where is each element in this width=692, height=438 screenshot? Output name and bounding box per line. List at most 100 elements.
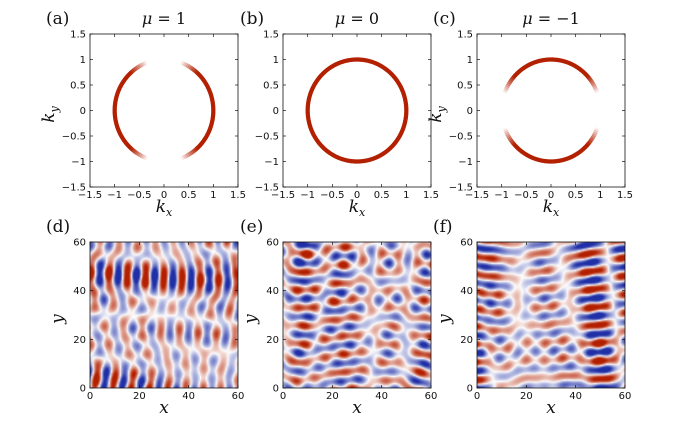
ring-segment [517,147,523,153]
ring-segment [562,157,566,163]
y-tick-label: 60 [73,238,86,249]
y-tick-label: −1 [264,157,279,168]
ring-segment [332,62,337,68]
ring-segment [197,73,203,78]
y-tick-label: 60 [460,238,473,249]
ring-segment [571,153,576,159]
x-tick-label: 0 [548,190,554,201]
ring-segment [391,74,397,80]
panel-e: (e) 0 20 40 60 0 20 40 60 x y [240,217,437,418]
ring-segment [394,79,400,84]
ring-segment [379,152,384,158]
ring-segment [130,147,136,153]
ring-segment [192,68,198,74]
y-tick-label: 40 [460,286,473,297]
ring-segment [512,143,518,148]
ring-segment [571,62,576,68]
y-tick-label: −1.5 [255,183,279,194]
ring-segment [330,63,335,69]
panel-a: (a) μ = 1 −1.5 −1 −0.5 0 0.5 1 1.5 −1.5 −1 −0.5 0 0.5… [39,9,246,219]
ring-segment [531,155,536,161]
panel-label: (c) [433,9,456,29]
ring-segment [114,122,119,126]
x-tick-label: −0.5 [514,190,538,201]
ring-segment [186,152,191,158]
x-tick-label: 0.5 [568,190,584,201]
ring-segment [580,147,585,153]
x-tick-label: 20 [133,391,146,402]
ring-segment [504,85,510,90]
ring-segment [387,69,392,75]
ring-segment [374,61,378,66]
ring-segment [182,61,187,67]
ring-segment [378,63,383,69]
axes-frame [89,241,239,389]
x-tick-label: 1.5 [423,190,439,201]
ring-segment [587,140,592,145]
ring-segment [199,76,205,81]
ring-segment [204,83,210,88]
y-axis-label: y [435,314,455,325]
ring-segment [397,83,403,88]
ring-segment [207,126,213,131]
ring-segment [120,136,126,141]
ring-segment [588,79,594,84]
panel-label: (d) [46,217,70,237]
ring-segment [503,128,509,133]
ring-segment [575,65,580,70]
ring-segment [200,140,205,145]
ring-segment [139,153,144,159]
x-tick-label: 60 [425,391,438,402]
y-tick-label: 40 [266,286,279,297]
ring-segment [137,63,142,69]
ring-segment [385,68,391,74]
ring-segment [502,127,508,131]
ring-segment [592,85,598,90]
ring-segment [594,126,600,131]
y-tick-label: 1.5 [263,30,279,41]
ring-segment [329,151,334,157]
ring-segment [593,86,598,91]
ring-segment [311,84,317,88]
x-tick-label: 60 [619,391,632,402]
ring-segment [521,65,527,71]
ring-segment [314,137,320,142]
ring-segment [141,154,146,160]
ring-segment [526,62,531,68]
ring-segment [201,79,207,84]
ring-segment [342,58,346,64]
y-tick-label: 20 [460,335,473,346]
ring-segment [123,76,128,81]
x-axis-label: x [546,398,556,418]
ring-segment [585,74,591,80]
panel-title: μ = −1 [522,9,580,28]
ring-segment [390,73,396,78]
panel-label: (a) [46,9,69,29]
ring-segment [399,130,405,134]
heatmap-image [90,242,238,388]
ring-segment [328,151,333,156]
x-tick-label: 1 [403,190,409,201]
ring-segment [144,60,148,66]
panel-d: (d) 0 20 40 60 0 20 40 60 x y [46,217,244,418]
ring-segment [335,61,340,66]
ring-segment [183,154,187,159]
x-tick-label: 60 [232,391,245,402]
panel-label: (e) [240,217,263,237]
ring-segment [327,65,333,71]
ring-segment [397,133,403,137]
ring-segment [579,68,585,74]
y-tick-label: 1 [273,55,279,66]
ring-segment [313,136,319,141]
panel-f: (f) 0 20 40 60 0 20 40 60 x y [433,217,631,418]
ring-segment [586,141,591,146]
x-tick-label: 40 [569,391,582,402]
ring-segment [143,155,147,160]
ring-segment [584,73,590,78]
x-tick-label: −1.5 [465,190,489,201]
x-tick-label: 1 [597,190,603,201]
ring-segment [536,58,540,64]
ring-segment [308,90,314,95]
y-tick-label: −0.5 [449,132,473,143]
ring-segment [392,76,398,81]
